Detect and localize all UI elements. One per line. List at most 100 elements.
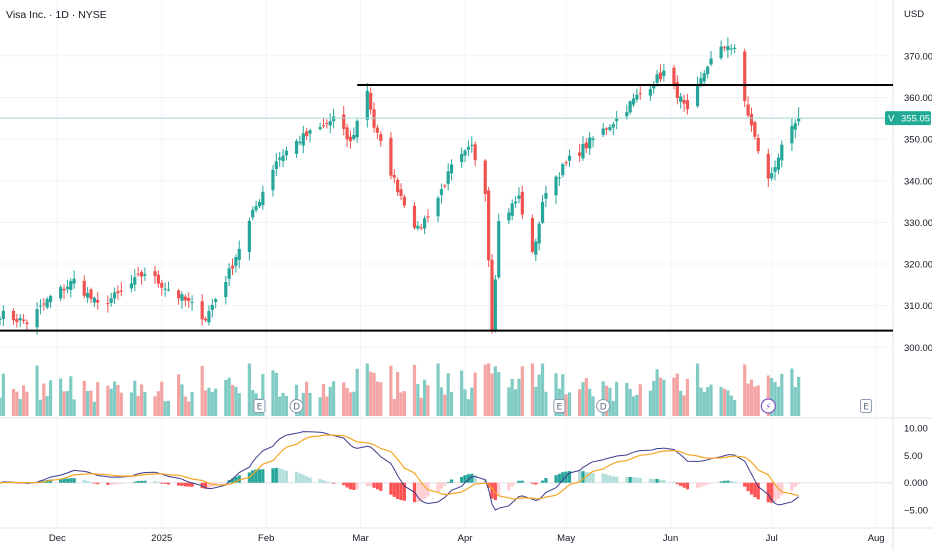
candle <box>510 199 514 221</box>
candle <box>466 140 471 157</box>
y-tick-label: 300.00 <box>904 343 932 354</box>
candle <box>274 152 278 177</box>
macd-histogram-bar <box>133 481 137 483</box>
macd-histogram-bar <box>328 482 332 484</box>
candle <box>109 292 113 307</box>
candle <box>436 195 440 223</box>
macd-histogram-bar <box>702 482 706 486</box>
svg-text:E: E <box>557 402 563 412</box>
volume-bar <box>11 389 16 416</box>
macd-histogram-bar <box>48 479 53 483</box>
volume-bar <box>460 370 464 416</box>
macd-histogram-bar <box>537 482 541 484</box>
candle <box>797 107 801 126</box>
volume-bar <box>648 390 652 416</box>
volume-bar <box>631 396 636 416</box>
volume-bar <box>274 372 278 416</box>
volume-bar <box>305 381 309 416</box>
candle <box>116 285 120 300</box>
volume-bar <box>355 368 359 416</box>
candle <box>655 69 659 87</box>
candle <box>187 292 191 308</box>
macd-histogram-bar <box>719 481 723 483</box>
volume-bar <box>635 394 639 416</box>
volume-bar <box>82 380 86 416</box>
volume-bar <box>106 385 110 416</box>
macd-histogram-bar <box>129 482 134 484</box>
volume-bar <box>234 386 238 416</box>
candle <box>305 127 309 141</box>
candle <box>375 124 380 140</box>
candle <box>513 196 518 208</box>
volume-bar <box>247 363 251 416</box>
volume-bar <box>207 387 211 416</box>
candlesticks[interactable] <box>0 37 801 335</box>
macd-histogram-bar <box>422 482 427 499</box>
macd-histogram-bar <box>392 482 396 497</box>
volume-bar <box>520 366 524 416</box>
macd-histogram-bar <box>237 475 241 483</box>
candle <box>180 291 184 310</box>
volume-bar <box>116 384 120 416</box>
macd-histogram-bar <box>257 469 262 483</box>
currency-label: USD <box>904 9 924 20</box>
candle <box>399 183 403 201</box>
macd-histogram-bar <box>65 478 69 483</box>
volume-bar <box>38 399 43 416</box>
candle <box>497 213 501 280</box>
macd-histogram-bar <box>706 482 710 485</box>
volume-bar <box>261 374 265 416</box>
volume-bar <box>790 368 794 416</box>
volume-bar <box>652 380 656 416</box>
volume-bar <box>348 392 353 416</box>
candle <box>638 86 642 100</box>
volume-bar <box>561 374 565 416</box>
macd-histogram-bar <box>766 482 770 503</box>
macd-histogram-bar <box>106 482 110 485</box>
volume-bar <box>699 387 703 416</box>
event-marker: E <box>553 399 566 413</box>
event-markers[interactable]: E D E D ⚡ E <box>253 398 873 414</box>
macd-histogram-bar <box>662 479 666 483</box>
candle <box>392 169 396 184</box>
macd-histogram-bar <box>308 477 312 483</box>
macd-tick-label: 10.00 <box>904 424 928 435</box>
macd-histogram-bar <box>230 478 235 483</box>
candle <box>679 92 683 109</box>
macd-histogram-bar <box>143 480 147 483</box>
macd-histogram-bar <box>332 482 336 484</box>
candle <box>608 124 612 132</box>
volume-bar <box>591 396 595 416</box>
macd-histogram-bar <box>557 473 561 483</box>
candle <box>483 159 487 202</box>
candle <box>780 140 784 168</box>
macd-histogram-bar <box>389 482 393 495</box>
candle <box>369 87 373 115</box>
macd-histogram-bar <box>534 482 538 485</box>
candle <box>308 128 312 143</box>
y-tick-label: 310.00 <box>904 301 932 312</box>
candle <box>695 76 700 108</box>
event-marker: ⚡ <box>760 398 776 414</box>
volume-bar <box>530 363 535 416</box>
candle <box>537 221 541 251</box>
macd-histogram-bar <box>709 482 713 484</box>
macd-histogram-bar <box>234 476 238 483</box>
volume-bar <box>490 373 494 416</box>
candle <box>753 120 757 140</box>
volume-bar <box>493 366 497 416</box>
candle <box>746 96 750 118</box>
volume-bar <box>372 372 376 416</box>
candle <box>345 123 349 148</box>
candle <box>601 123 605 137</box>
volume-bar <box>402 391 406 416</box>
macd-histogram-bar <box>628 476 632 483</box>
x-tick-label: May <box>557 533 575 544</box>
volume-bar <box>318 397 322 416</box>
candle <box>271 164 275 197</box>
macd-histogram-bar <box>652 479 656 483</box>
macd-histogram-bar <box>183 482 187 487</box>
horizontal-lines[interactable] <box>0 84 893 332</box>
